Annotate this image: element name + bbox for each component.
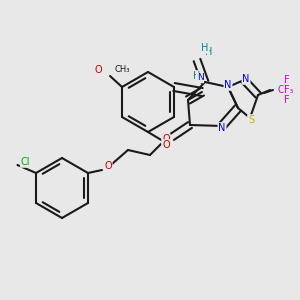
- Text: CF₃: CF₃: [278, 85, 294, 95]
- Text: O: O: [104, 161, 112, 171]
- Text: F: F: [284, 85, 289, 95]
- Text: H: H: [193, 71, 201, 81]
- Text: F: F: [284, 75, 289, 85]
- Text: F: F: [284, 95, 289, 105]
- Text: CH₃: CH₃: [114, 65, 130, 74]
- Text: H: H: [205, 47, 213, 57]
- Text: O: O: [162, 134, 170, 144]
- Text: N: N: [242, 74, 250, 84]
- Text: N: N: [224, 80, 232, 90]
- Text: H: H: [201, 43, 209, 53]
- Text: S: S: [248, 115, 254, 125]
- Text: N: N: [218, 123, 226, 133]
- Text: Cl: Cl: [21, 157, 30, 167]
- Text: O: O: [94, 65, 102, 75]
- Text: N: N: [196, 74, 203, 82]
- Text: O: O: [162, 140, 170, 150]
